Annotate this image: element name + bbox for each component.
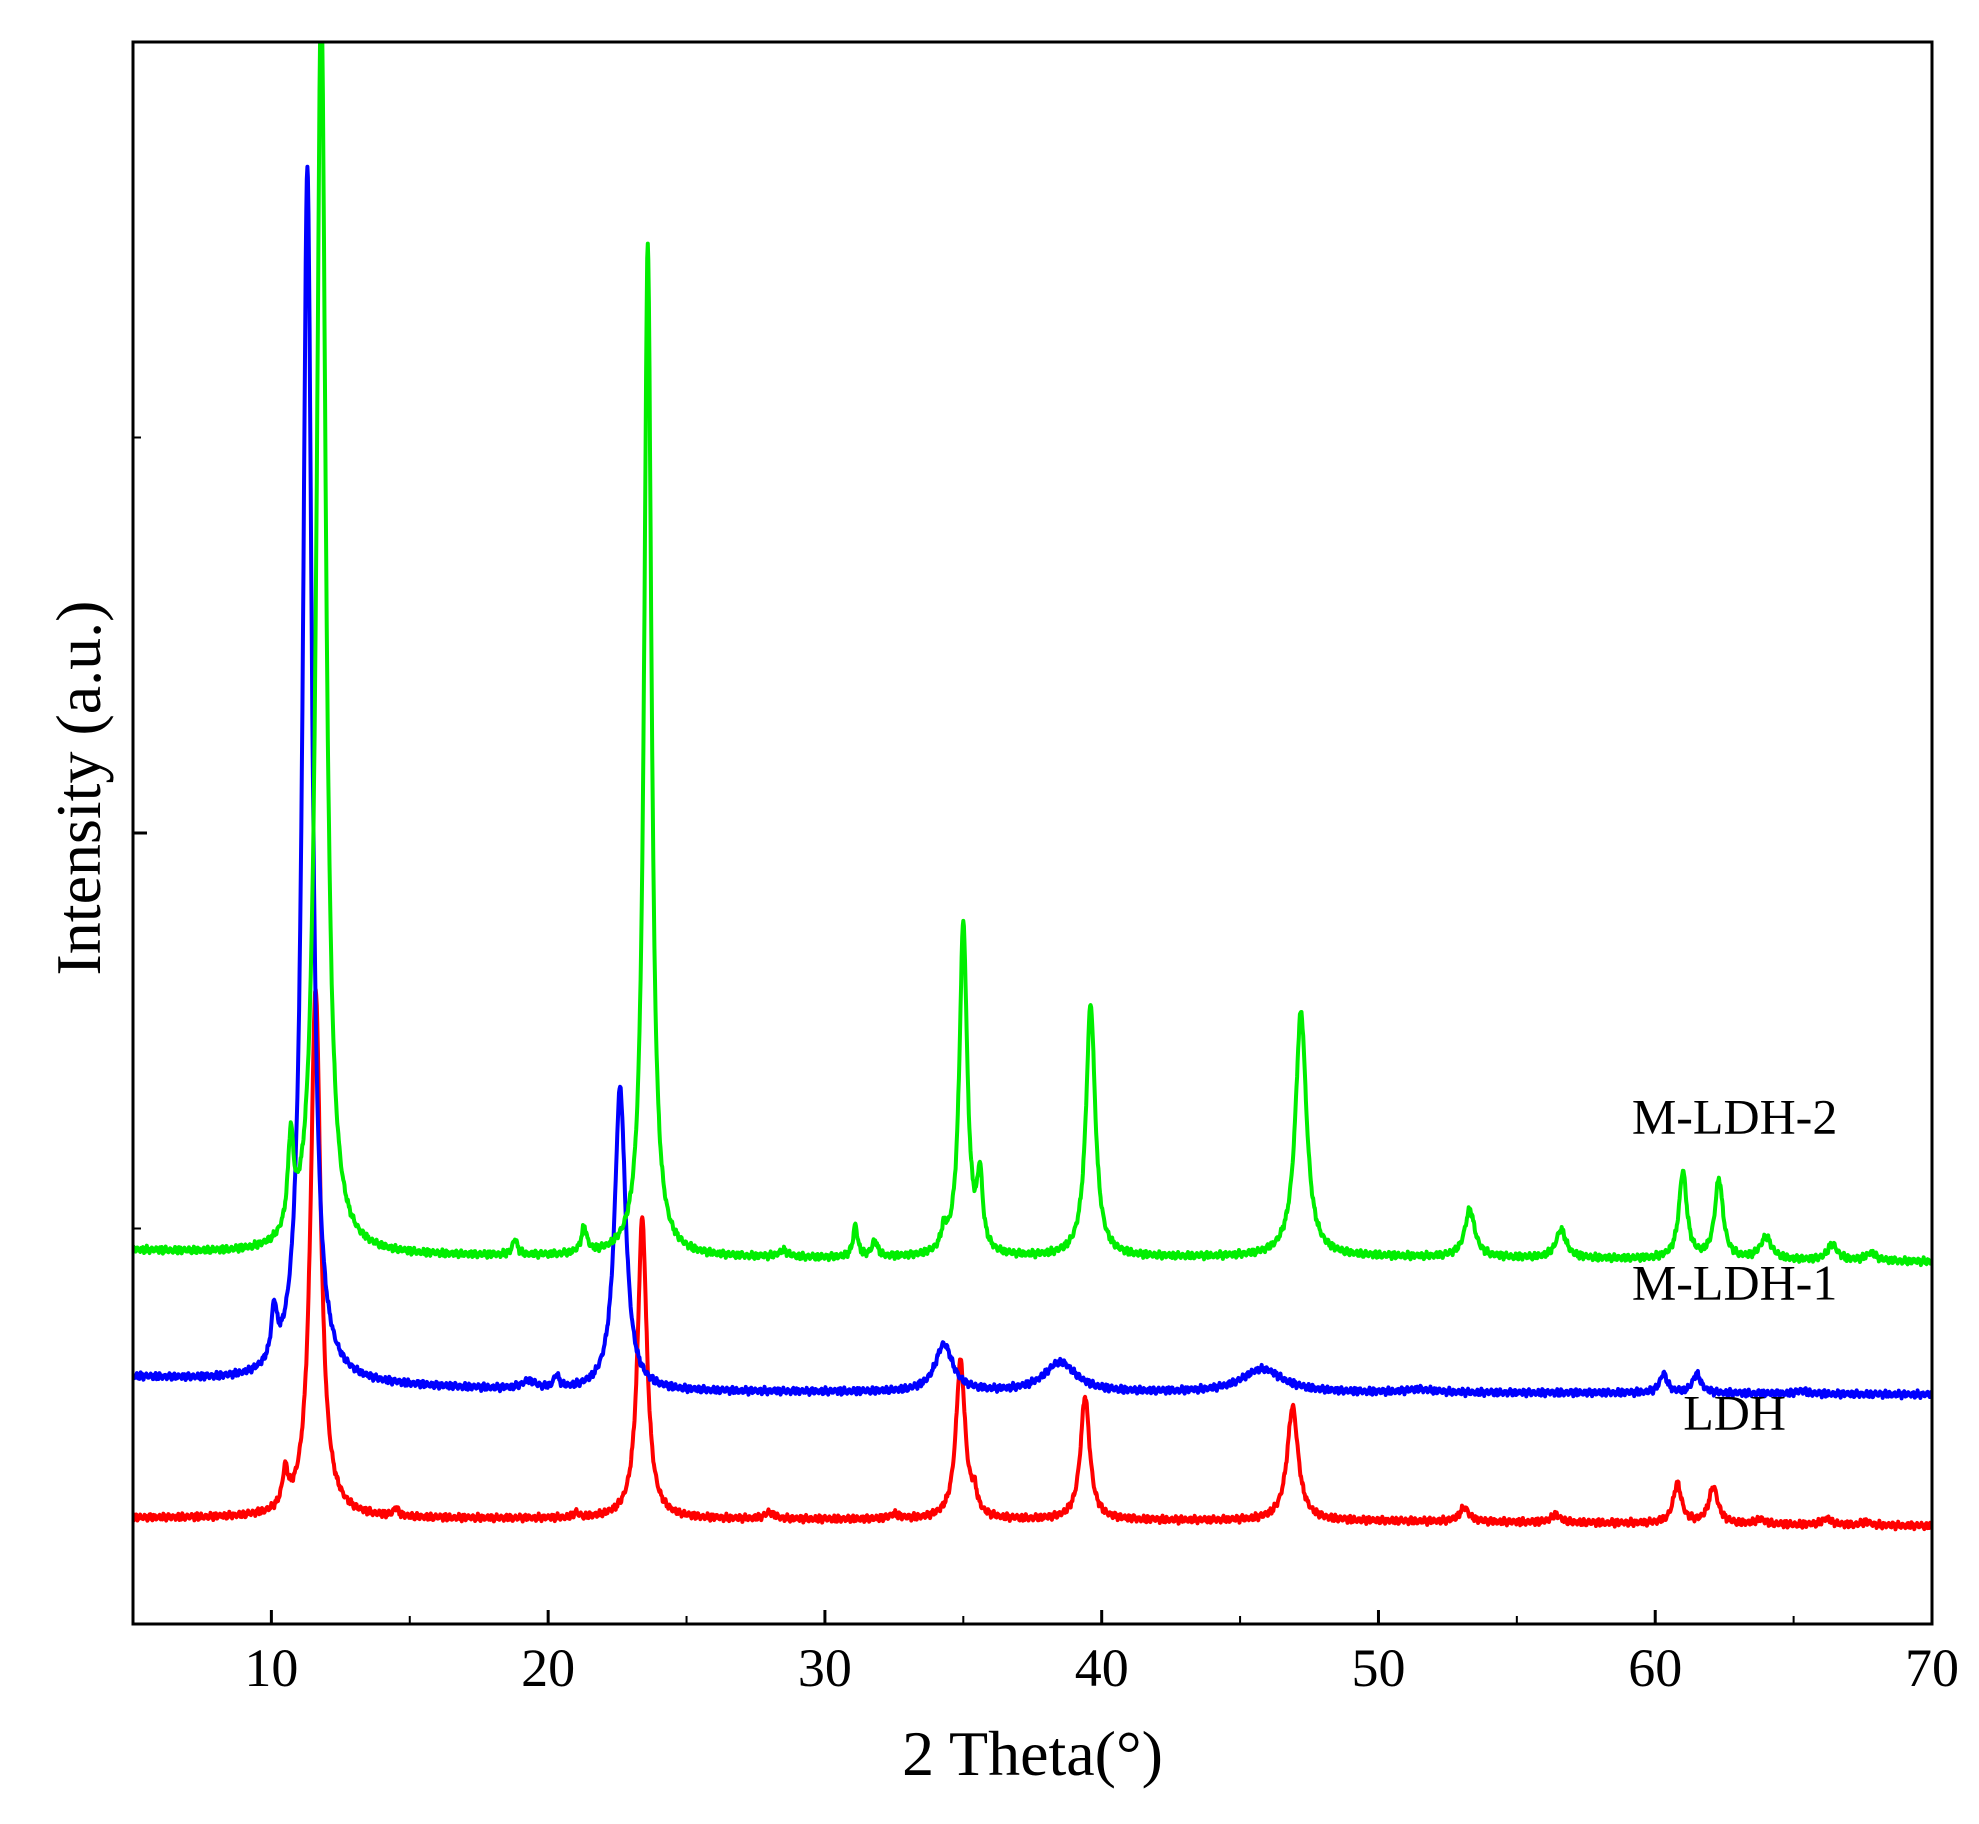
- series-layer: [133, 42, 1932, 1532]
- x-tick-label: 50: [1351, 1638, 1405, 1698]
- x-axis-ticks: 10 20 30 40 50 60 70: [132, 1610, 1959, 1698]
- x-tick-label: 20: [521, 1638, 575, 1698]
- x-tick-label: 60: [1628, 1638, 1682, 1698]
- series-line-m-ldh-2: [133, 42, 1932, 1268]
- x-tick-label: 30: [798, 1638, 852, 1698]
- plot-frame: [131, 40, 1934, 1626]
- series-label-m-ldh-1: M-LDH-1: [1632, 1255, 1838, 1311]
- series-labels: LDH M-LDH-1 M-LDH-2: [1632, 1089, 1838, 1441]
- y-axis-title: Intensity (a.u.): [43, 601, 114, 976]
- series-label-ldh: LDH: [1683, 1384, 1786, 1440]
- series-line-ldh: [133, 987, 1932, 1532]
- series-line-m-ldh-1: [133, 164, 1932, 1401]
- y-axis-ticks: [133, 40, 147, 1626]
- series-label-m-ldh-2: M-LDH-2: [1632, 1089, 1838, 1145]
- x-axis-title: 2 Theta(°): [902, 1718, 1163, 1789]
- x-tick-label: 40: [1075, 1638, 1129, 1698]
- x-tick-label: 10: [244, 1638, 298, 1698]
- x-tick-label: 70: [1905, 1638, 1959, 1698]
